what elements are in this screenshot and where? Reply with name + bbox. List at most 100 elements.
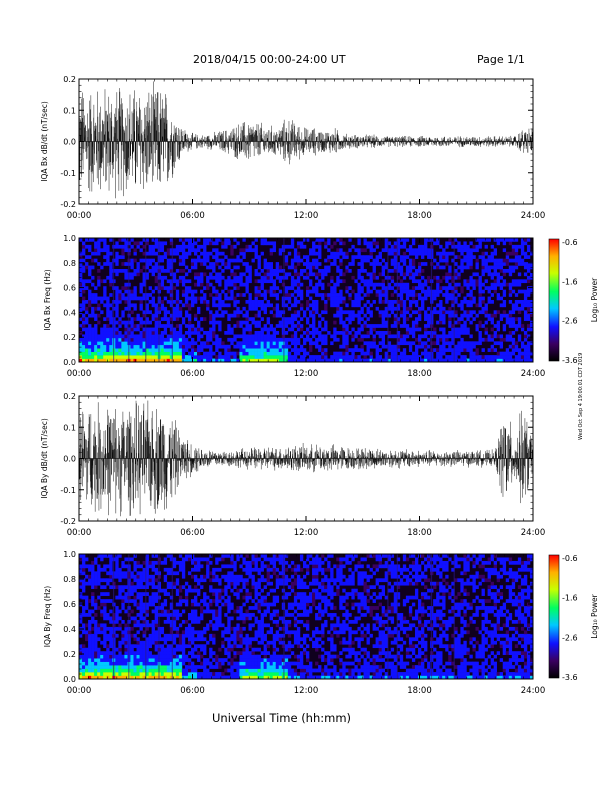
spectrogram-cell — [360, 286, 364, 290]
spectrogram-cell — [502, 310, 507, 315]
spectrogram-cell — [109, 616, 113, 621]
spectrogram-cell — [115, 262, 119, 266]
spectrogram-cell — [103, 248, 107, 253]
spectrogram-cell — [357, 331, 361, 335]
spectrogram-cell — [260, 300, 264, 304]
spectrogram-cell — [330, 300, 334, 304]
spectrogram-cell — [197, 248, 201, 253]
spectrogram-cell — [266, 262, 270, 266]
spectrogram-cell — [124, 595, 128, 600]
spectrogram-cell — [242, 238, 246, 242]
spectrogram-cell — [227, 571, 231, 576]
spectrogram-cell — [254, 238, 258, 242]
spectrogram-cell — [166, 592, 171, 596]
spectrogram-cell — [206, 675, 210, 680]
spectrogram-cell — [233, 244, 237, 249]
spectrogram-cell — [284, 275, 289, 280]
spectrogram-cell — [360, 275, 364, 280]
spectrogram-cell — [278, 341, 283, 346]
spectrogram-cell — [136, 595, 140, 600]
spectrogram-cell — [163, 560, 168, 565]
spectrogram-cell — [242, 358, 246, 363]
spectrogram-cell — [375, 344, 379, 349]
spectrogram-cell — [197, 296, 201, 301]
spectrogram-cell — [160, 630, 165, 635]
spectrogram-cell — [315, 258, 319, 263]
spectrogram-cell — [203, 355, 207, 359]
spectrogram-cell — [109, 571, 113, 576]
spectrogram-cell — [136, 654, 140, 659]
spectrogram-cell — [230, 665, 234, 669]
spectrogram-cell — [284, 320, 289, 325]
spectrogram-cell — [351, 303, 355, 308]
spectrogram-cell — [151, 351, 155, 356]
spectrogram-cell — [433, 331, 437, 335]
spectrogram-cell — [178, 279, 183, 284]
spectrogram-cell — [215, 255, 219, 259]
spectrogram-cell — [269, 310, 274, 315]
spectrogram-cell — [190, 640, 195, 645]
spectrogram-cell — [97, 651, 101, 655]
spectrogram-cell — [309, 251, 313, 256]
spectrogram-cell — [215, 258, 219, 263]
spectrogram-cell — [260, 282, 264, 287]
spectrogram-cell — [166, 334, 171, 339]
spectrogram-cell — [372, 358, 376, 363]
spectrogram-cell — [424, 289, 428, 294]
spectrogram-cell — [85, 661, 89, 666]
spectrogram-cell — [154, 585, 158, 590]
spectrogram-cell — [396, 300, 401, 304]
spectrogram-cell — [166, 286, 171, 290]
spectrogram-cell — [227, 619, 231, 624]
spectrogram-cell — [184, 331, 189, 335]
spectrogram-cell — [100, 640, 104, 645]
spectrogram-cell — [206, 567, 210, 572]
spectrogram-cell — [375, 355, 379, 359]
spectrogram-cell — [178, 300, 183, 304]
spectrogram-cell — [393, 317, 398, 321]
spectrogram-cell — [172, 571, 177, 576]
spectrogram-cell — [215, 238, 219, 242]
spectrogram-cell — [118, 358, 122, 363]
spectrogram-cell — [248, 331, 252, 335]
spectrogram-cell — [254, 331, 258, 335]
spectrogram-cell — [121, 337, 125, 342]
spectrogram-cell — [405, 289, 410, 294]
spectrogram-cell — [194, 313, 198, 318]
spectrogram-cell — [163, 313, 168, 318]
spectrogram-cell — [163, 557, 168, 562]
spectrogram-cell — [499, 344, 504, 349]
spectrogram-cell — [529, 272, 534, 277]
spectrogram-cell — [190, 348, 195, 352]
spectrogram-cell — [451, 351, 455, 356]
spectrogram-cell — [94, 647, 98, 652]
spectrogram-cell — [454, 300, 458, 304]
spectrogram-cell — [166, 300, 171, 304]
spectrogram-cell — [109, 557, 113, 562]
spectrogram-cell — [236, 358, 240, 363]
spectrogram-cell — [511, 341, 516, 346]
spectrogram-cell — [121, 296, 125, 301]
spectrogram-cell — [215, 289, 219, 294]
spectrogram-cell — [169, 567, 174, 572]
spectrogram-cell — [248, 348, 252, 352]
spectrogram-cell — [94, 623, 98, 628]
spectrogram-cell — [390, 351, 395, 356]
spectrogram-cell — [85, 665, 89, 669]
spectrogram-cell — [363, 334, 367, 339]
spectrogram-cell — [248, 275, 252, 280]
spectrogram-cell — [475, 348, 479, 352]
spectrogram-cell — [154, 327, 158, 332]
spectral-stripe — [396, 238, 398, 362]
spectrogram-cell — [209, 647, 213, 652]
spectrogram-cell — [309, 282, 313, 287]
spectrogram-cell — [91, 300, 95, 304]
spectrogram-cell — [206, 286, 210, 290]
spectrogram-cell — [97, 251, 101, 256]
spectrogram-cell — [187, 251, 192, 256]
spectrogram-cell — [85, 355, 89, 359]
spectrogram-cell — [366, 289, 370, 294]
spectrogram-cell — [227, 599, 231, 603]
spectrogram-cell — [309, 248, 313, 253]
spectrogram-cell — [363, 255, 367, 259]
